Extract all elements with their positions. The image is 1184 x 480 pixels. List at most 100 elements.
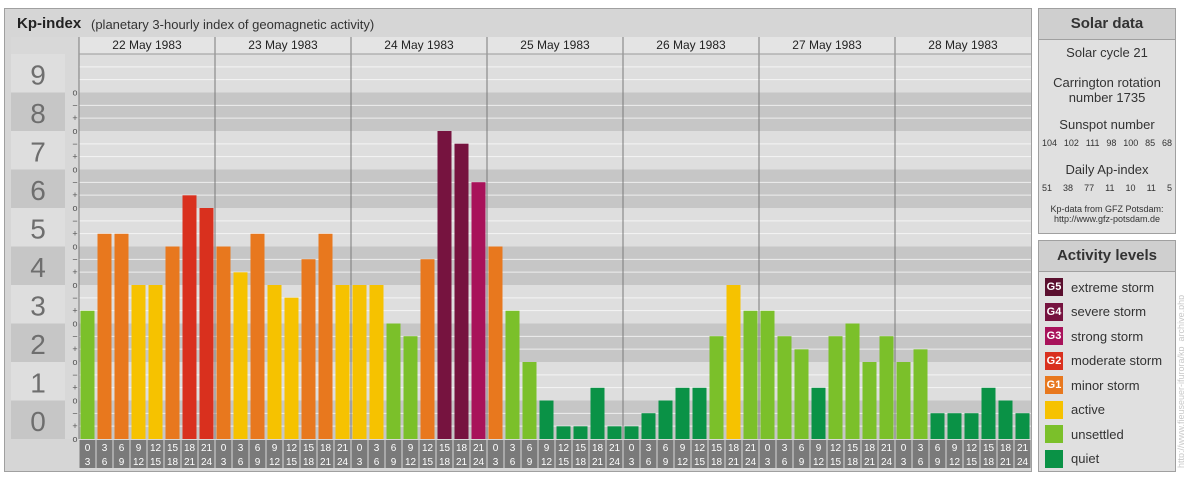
kp-bar xyxy=(420,259,435,439)
hour-end-label: 9 xyxy=(799,457,805,468)
y-subtick-label: − xyxy=(72,139,77,149)
hour-start-label: 15 xyxy=(303,443,315,454)
hour-start-label: 3 xyxy=(782,443,788,454)
kp-bar xyxy=(862,362,877,439)
chart-title-bar: Kp-index (planetary 3-hourly index of ge… xyxy=(5,9,1031,37)
y-subtick-label: o xyxy=(72,396,77,406)
hour-box xyxy=(640,440,657,468)
legend-swatch: G5 xyxy=(1045,278,1063,296)
kp-bar xyxy=(114,233,129,439)
hour-start-label: 21 xyxy=(881,443,893,454)
hour-end-label: 12 xyxy=(269,457,281,468)
kp-bar xyxy=(437,131,452,439)
kp-chart-panel: Kp-index (planetary 3-hourly index of ge… xyxy=(4,8,1032,472)
hour-start-label: 6 xyxy=(799,443,805,454)
kp-bar xyxy=(964,413,979,439)
y-subtick-label: + xyxy=(72,229,77,239)
y-band xyxy=(79,169,1031,208)
hour-start-label: 0 xyxy=(357,443,363,454)
hour-box xyxy=(521,440,538,468)
hour-start-label: 12 xyxy=(966,443,978,454)
hour-end-label: 18 xyxy=(575,457,587,468)
data-source-url[interactable]: http://www.gfz-potsdam.de xyxy=(1053,214,1161,224)
hour-start-label: 6 xyxy=(935,443,941,454)
hour-end-label: 12 xyxy=(541,457,553,468)
y-subtick-label: o xyxy=(72,126,77,136)
hour-end-label: 24 xyxy=(881,457,893,468)
y-subtick-label: o xyxy=(72,165,77,175)
hour-box xyxy=(623,440,640,468)
hour-box xyxy=(963,440,980,468)
hour-end-label: 12 xyxy=(813,457,825,468)
hour-end-label: 18 xyxy=(167,457,179,468)
kp-bar xyxy=(250,233,265,439)
hour-box xyxy=(470,440,487,468)
source-credit: http://www.fieuseuer-jfurora/kp_archive.… xyxy=(1176,294,1184,468)
hour-end-label: 6 xyxy=(510,457,516,468)
hour-end-label: 21 xyxy=(184,457,196,468)
kp-bar xyxy=(199,208,214,439)
kp-bar xyxy=(692,387,707,439)
hour-start-label: 15 xyxy=(983,443,995,454)
hour-end-label: 18 xyxy=(711,457,723,468)
kp-bar xyxy=(233,272,248,439)
kp-bar xyxy=(760,310,775,439)
y-tick-label: 5 xyxy=(30,213,46,244)
kp-bar xyxy=(811,387,826,439)
hour-end-label: 6 xyxy=(238,457,244,468)
kp-bar xyxy=(726,285,741,439)
hour-end-label: 3 xyxy=(221,457,227,468)
hour-start-label: 21 xyxy=(473,443,485,454)
kp-bar xyxy=(471,182,486,439)
legend-swatch xyxy=(1045,425,1063,443)
day-label: 22 May 1983 xyxy=(112,38,182,52)
footer-left-strip xyxy=(11,439,79,469)
kp-bar xyxy=(539,400,554,439)
y-subtick-label: + xyxy=(72,190,77,200)
hour-end-label: 18 xyxy=(847,457,859,468)
legend-label: active xyxy=(1071,402,1105,417)
kp-bar xyxy=(947,413,962,439)
day-label: 28 May 1983 xyxy=(928,38,998,52)
day-label: 24 May 1983 xyxy=(384,38,454,52)
y-subtick-label: − xyxy=(72,331,77,341)
hour-box xyxy=(810,440,827,468)
kp-bar xyxy=(828,336,843,439)
hour-end-label: 3 xyxy=(901,457,907,468)
hour-box xyxy=(572,440,589,468)
hour-box xyxy=(946,440,963,468)
kp-bar xyxy=(267,285,282,439)
hour-end-label: 21 xyxy=(1000,457,1012,468)
hour-box xyxy=(147,440,164,468)
hour-box xyxy=(504,440,521,468)
hour-box xyxy=(929,440,946,468)
hour-box xyxy=(895,440,912,468)
y-band-label-bg xyxy=(11,131,65,170)
y-subtick-label: − xyxy=(72,254,77,264)
y-band xyxy=(79,208,1031,247)
y-subtick-label: − xyxy=(72,293,77,303)
activity-levels-heading: Activity levels xyxy=(1039,241,1175,272)
sunspot-label: Sunspot number xyxy=(1059,117,1155,132)
legend-swatch: G3 xyxy=(1045,327,1063,345)
hour-start-label: 15 xyxy=(439,443,451,454)
hour-start-label: 0 xyxy=(765,443,771,454)
hour-end-label: 9 xyxy=(119,457,125,468)
y-subtick-label: + xyxy=(72,113,77,123)
y-tick-label: 3 xyxy=(30,290,46,321)
hour-start-label: 12 xyxy=(422,443,434,454)
hour-start-label: 9 xyxy=(272,443,278,454)
hour-start-label: 9 xyxy=(544,443,550,454)
kp-bar xyxy=(607,426,622,439)
hour-start-label: 0 xyxy=(493,443,499,454)
legend-item: G2 moderate storm xyxy=(1045,350,1162,372)
y-subtick-label: o xyxy=(72,88,77,98)
hour-box xyxy=(215,440,232,468)
hour-start-label: 21 xyxy=(609,443,621,454)
hour-end-label: 21 xyxy=(456,457,468,468)
hour-box xyxy=(912,440,929,468)
hour-box xyxy=(351,440,368,468)
hour-start-label: 6 xyxy=(391,443,397,454)
kp-bar xyxy=(590,387,605,439)
hour-box xyxy=(419,440,436,468)
